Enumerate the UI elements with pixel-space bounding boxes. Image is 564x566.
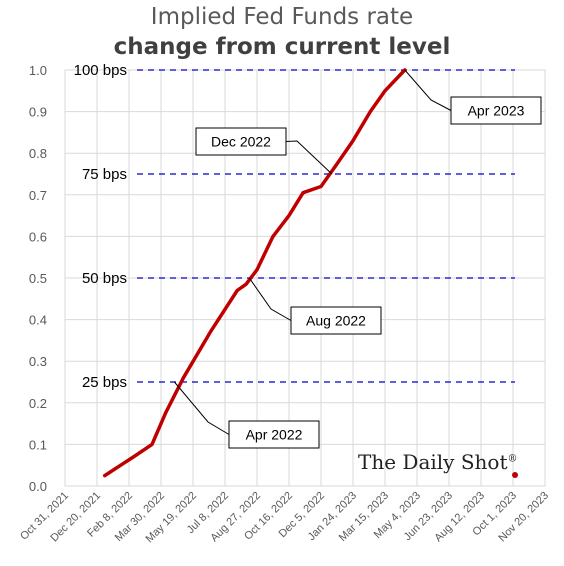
watermark-dot	[512, 472, 518, 478]
y-tick-label: 1.0	[29, 63, 47, 78]
series-line	[102, 68, 407, 478]
annotation-leader	[404, 69, 452, 111]
y-tick-label: 0.4	[29, 313, 47, 328]
annotation-box	[450, 96, 542, 125]
annotation-leader	[174, 381, 230, 435]
chart-subtitle: change from current level	[113, 34, 451, 60]
annotation-label: Apr 2023	[468, 103, 525, 119]
reference-line-label: 75 bps	[82, 166, 127, 183]
annotation-label: Aug 2022	[306, 313, 366, 329]
y-tick-label: 0.3	[29, 354, 47, 369]
annotation-box	[290, 306, 382, 335]
y-tick-label: 0.0	[29, 479, 47, 494]
annotation-leader	[248, 277, 292, 321]
annotation-box	[195, 127, 287, 156]
watermark: The Daily Shot®	[358, 450, 517, 474]
y-tick-label: 0.8	[29, 146, 47, 161]
y-tick-label: 0.6	[29, 229, 47, 244]
y-tick-label: 0.7	[29, 188, 47, 203]
y-tick-label: 0.2	[29, 396, 47, 411]
annotation-leader	[285, 140, 333, 175]
y-tick-label: 0.9	[29, 105, 47, 120]
watermark-mark: ®	[507, 453, 518, 465]
reference-line-label: 100 bps	[74, 62, 127, 79]
reference-line-label: 50 bps	[82, 270, 127, 287]
y-tick-label: 0.1	[29, 437, 47, 452]
annotation-label: Dec 2022	[211, 134, 271, 150]
chart-title: Implied Fed Funds rate	[150, 4, 414, 30]
annotation-label: Apr 2022	[246, 427, 303, 443]
reference-line-label: 25 bps	[82, 374, 127, 391]
watermark-text: The Daily Shot	[358, 450, 508, 474]
y-tick-label: 0.5	[29, 271, 47, 286]
annotation-box	[228, 420, 320, 449]
